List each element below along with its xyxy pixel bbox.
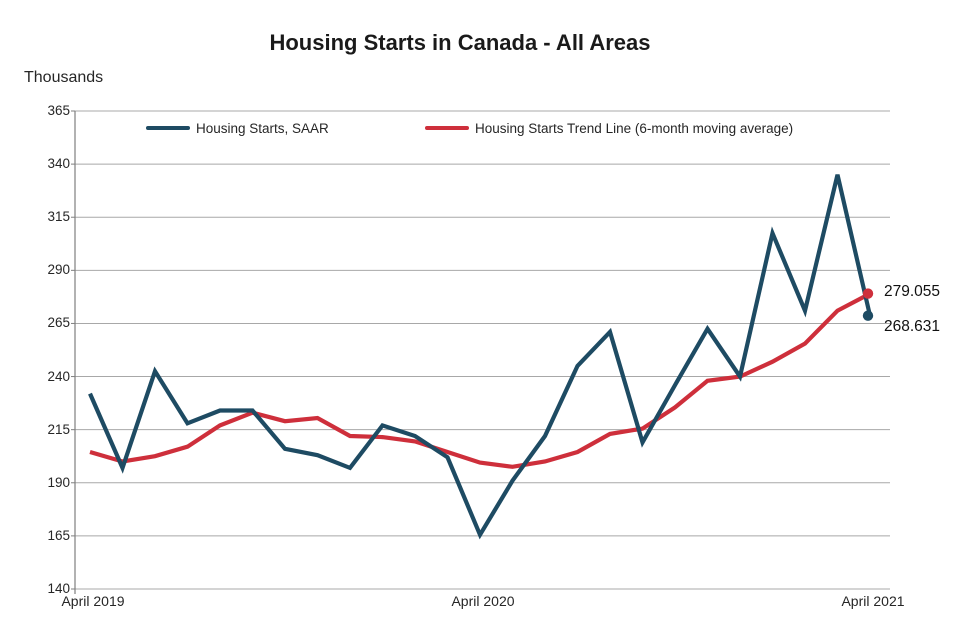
trend-line-swatch-icon	[425, 126, 469, 130]
x-tick-label-april-2021: April 2021	[841, 593, 905, 609]
saar-end-value-label: 268.631	[884, 318, 941, 335]
chart-title: Housing Starts in Canada - All Areas	[269, 30, 651, 55]
y-tick-label-190: 190	[47, 474, 70, 490]
y-tick-label-240: 240	[47, 368, 70, 384]
series-line-saar	[88, 174, 873, 540]
y-tick-label-140: 140	[47, 581, 70, 596]
y-axis-unit-label: Thousands	[24, 69, 104, 86]
y-tick-label-315: 315	[47, 209, 70, 225]
y-tick-label-340: 340	[47, 156, 70, 172]
y-tick-label-365: 365	[47, 103, 70, 118]
legend-label-trend: Housing Starts Trend Line (6-month movin…	[475, 120, 794, 136]
end-marker-trend	[862, 288, 874, 299]
legend-item-saar: Housing Starts, SAAR	[146, 119, 329, 137]
legend-item-trend: Housing Starts Trend Line (6-month movin…	[425, 119, 793, 137]
legend-label-saar: Housing Starts, SAAR	[196, 120, 329, 136]
y-tick-label-290: 290	[47, 262, 70, 278]
y-tick-label-165: 165	[47, 527, 70, 543]
saar-line-swatch-icon	[146, 126, 190, 130]
end-marker-saar	[862, 310, 874, 321]
x-tick-label-april-2019: April 2019	[61, 593, 125, 609]
trend-end-value-label: 279.055	[884, 283, 941, 300]
y-tick-label-215: 215	[47, 421, 70, 437]
y-tick-label-265: 265	[47, 315, 70, 331]
x-tick-label-april-2020: April 2020	[451, 593, 515, 609]
